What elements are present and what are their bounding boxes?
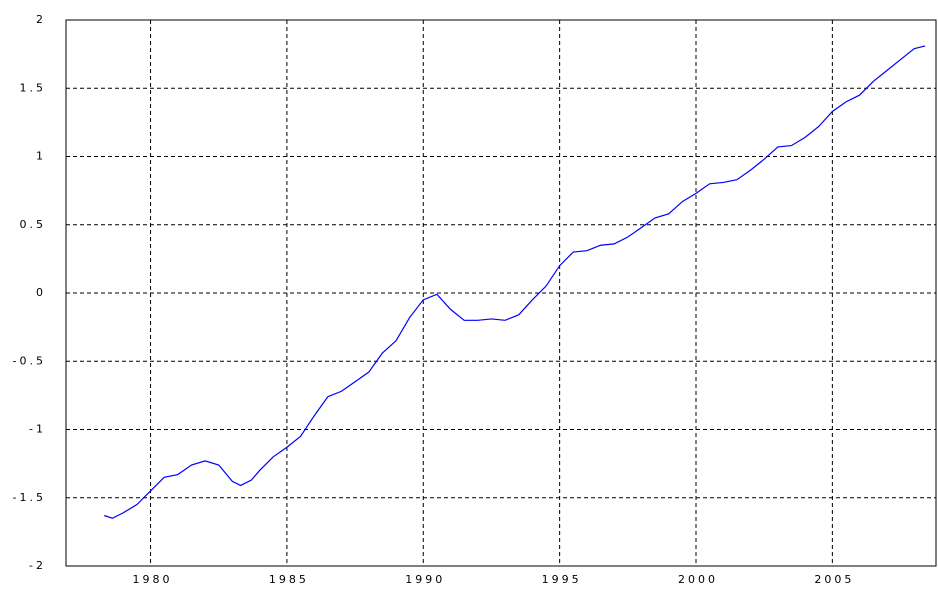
y-tick-label: 1.5: [20, 81, 47, 94]
y-tick-label: 1: [36, 150, 46, 163]
y-tick-label: -1.5: [13, 491, 46, 504]
y-tick-label: 0: [36, 286, 46, 299]
data-line: [103, 45, 926, 519]
y-tick-label: -0.5: [13, 354, 46, 367]
plot-frame: [65, 19, 937, 567]
x-tick-label: 2005: [814, 573, 854, 586]
x-tick-label: 1990: [405, 573, 445, 586]
x-tick-label: 2000: [678, 573, 718, 586]
x-tick-label: 1980: [133, 573, 173, 586]
x-tick-label: 1995: [542, 573, 582, 586]
y-tick-label: 0.5: [20, 218, 47, 231]
x-tick-label: 1985: [269, 573, 309, 586]
y-tick-label: -1: [29, 423, 46, 436]
y-tick-label: -2: [29, 559, 46, 572]
y-tick-label: 2: [36, 13, 46, 26]
